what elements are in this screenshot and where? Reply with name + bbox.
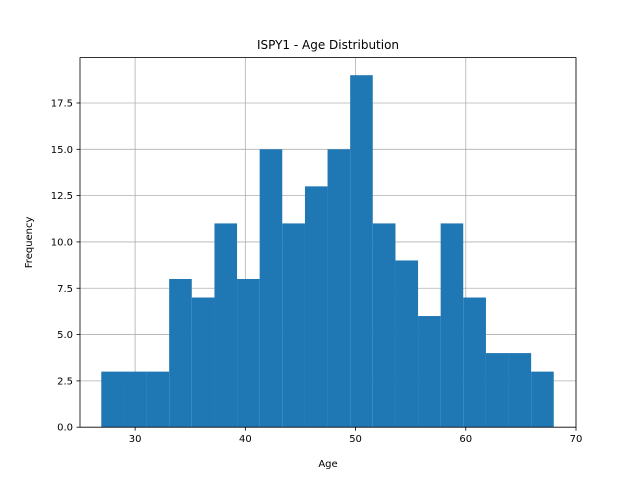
histogram-bar <box>395 260 419 428</box>
histogram-bar <box>214 223 238 428</box>
x-tick-label: 30 <box>129 434 142 445</box>
histogram-bar <box>508 353 532 428</box>
y-tick-label: 17.5 <box>51 98 73 109</box>
x-tick-label: 50 <box>349 434 362 445</box>
histogram-bar <box>169 278 192 428</box>
y-axis-label: Frequency <box>24 216 35 268</box>
y-axis-ticks: 0.0 2.5 5.0 7.5 10.0 12.5 15.0 17.5 <box>51 98 80 434</box>
histogram-bar <box>485 353 509 428</box>
histogram-bar <box>191 297 215 428</box>
histogram-bar <box>418 316 441 428</box>
chart-title: ISPY1 - Age Distribution <box>257 38 399 52</box>
histogram-bar <box>531 371 554 428</box>
histogram-bar <box>372 223 396 428</box>
x-tick-label: 60 <box>459 434 472 445</box>
y-tick-label: 10.0 <box>51 237 73 248</box>
x-axis-label: Age <box>318 459 337 470</box>
histogram-bar <box>327 149 351 428</box>
histogram-bar <box>440 223 464 428</box>
y-tick-label: 12.5 <box>51 191 73 202</box>
x-axis-ticks: 30 40 50 60 70 <box>129 427 583 445</box>
y-tick-label: 0.0 <box>57 423 73 434</box>
y-tick-label: 2.5 <box>57 376 73 387</box>
histogram-bar <box>463 297 486 428</box>
histogram-bar <box>259 149 283 428</box>
histogram-bar <box>304 186 328 428</box>
histogram-bar <box>237 278 260 428</box>
histogram-bar <box>101 371 124 428</box>
histogram-bar <box>146 371 170 428</box>
x-tick-label: 40 <box>239 434 252 445</box>
y-tick-label: 15.0 <box>51 145 73 156</box>
histogram-bar <box>282 223 305 428</box>
histogram-bar <box>123 371 147 428</box>
histogram-bar <box>350 75 373 428</box>
histogram-bars <box>101 75 554 428</box>
y-tick-label: 5.0 <box>57 330 73 341</box>
plot-frame <box>79 57 577 428</box>
y-tick-label: 7.5 <box>57 284 73 295</box>
x-tick-label: 70 <box>570 434 583 445</box>
